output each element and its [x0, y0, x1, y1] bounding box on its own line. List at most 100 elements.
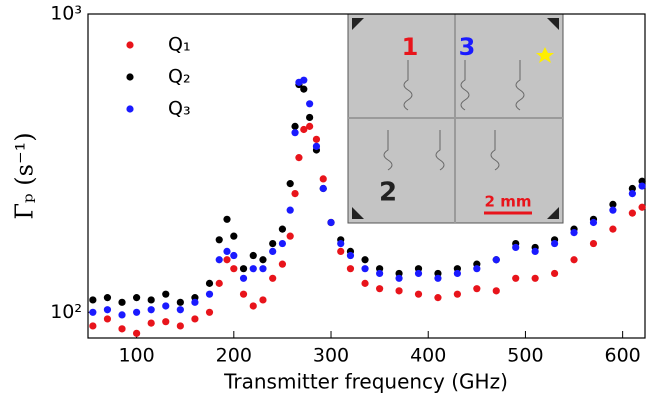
- x-tick-label: 600: [605, 345, 641, 367]
- y-tick-label: 10²: [50, 301, 82, 323]
- legend-label: Q₂: [168, 66, 191, 88]
- point: [300, 125, 308, 134]
- inset-lines: [348, 14, 563, 223]
- point: [473, 265, 481, 273]
- point: [453, 290, 461, 298]
- point: [319, 175, 327, 183]
- point: [492, 287, 500, 295]
- point: [531, 274, 539, 282]
- point: [103, 306, 112, 314]
- point: [249, 251, 257, 260]
- point: [570, 256, 578, 264]
- point: [176, 322, 184, 330]
- point: [376, 269, 384, 278]
- point: [278, 225, 287, 233]
- point: [259, 256, 267, 264]
- point: [259, 265, 267, 273]
- x-tick-label: 500: [507, 345, 543, 367]
- legend-label: Q₃: [168, 98, 191, 120]
- point: [628, 189, 636, 198]
- point: [223, 256, 231, 264]
- point: [306, 122, 314, 130]
- point: [133, 329, 141, 337]
- point: [550, 239, 559, 248]
- point: [89, 322, 97, 330]
- x-tick-label: 100: [118, 345, 154, 367]
- point: [300, 85, 308, 93]
- point: [306, 113, 314, 122]
- point: [300, 76, 308, 84]
- point: [230, 265, 238, 273]
- point: [239, 290, 248, 298]
- point: [589, 218, 598, 227]
- legend-marker: [126, 105, 134, 113]
- point: [176, 298, 184, 306]
- point: [223, 247, 231, 256]
- point: [118, 298, 126, 306]
- point: [291, 189, 299, 198]
- point: [286, 180, 294, 188]
- inset-star: [536, 47, 554, 63]
- point: [312, 135, 321, 143]
- point: [609, 225, 617, 233]
- point: [361, 256, 369, 264]
- point: [291, 122, 299, 130]
- x-axis-label: Transmitter frequency (GHz): [223, 370, 508, 394]
- point: [205, 290, 214, 298]
- legend-marker: [126, 41, 134, 49]
- x-tick-label: 200: [216, 345, 252, 367]
- point: [609, 200, 617, 208]
- point: [89, 308, 97, 316]
- point: [118, 325, 126, 333]
- point: [118, 311, 126, 319]
- point: [215, 236, 223, 244]
- point: [239, 274, 248, 282]
- point: [638, 203, 646, 211]
- point: [361, 265, 369, 273]
- point: [286, 232, 294, 240]
- point: [395, 287, 403, 295]
- point: [133, 294, 141, 302]
- legend-marker: [126, 73, 134, 81]
- x-tick-label: 300: [313, 345, 349, 367]
- point: [89, 296, 97, 304]
- point: [215, 256, 223, 264]
- point: [223, 215, 231, 223]
- point: [295, 154, 303, 162]
- point: [259, 296, 267, 304]
- point: [269, 274, 277, 282]
- point: [319, 184, 327, 193]
- point: [414, 290, 423, 298]
- point: [589, 239, 598, 248]
- point: [176, 306, 184, 314]
- point: [147, 296, 155, 304]
- point: [531, 247, 539, 256]
- point: [230, 251, 238, 260]
- point: [638, 182, 646, 190]
- point: [434, 274, 442, 282]
- point: [291, 129, 299, 137]
- point: [205, 308, 214, 316]
- point: [609, 206, 617, 214]
- point: [376, 285, 384, 293]
- point: [205, 279, 214, 287]
- point: [249, 302, 257, 310]
- plot-frame: [87, 13, 646, 339]
- point: [269, 239, 277, 248]
- legend-label: Q₁: [168, 34, 191, 56]
- point: [278, 239, 287, 248]
- point: [286, 206, 294, 214]
- point: [215, 279, 223, 287]
- point: [162, 290, 170, 298]
- point: [395, 274, 403, 282]
- point: [337, 239, 345, 248]
- point: [147, 319, 155, 327]
- point: [512, 274, 520, 282]
- point: [346, 265, 355, 273]
- point: [337, 247, 345, 256]
- point: [306, 100, 314, 108]
- point: [628, 184, 636, 193]
- point: [361, 279, 369, 287]
- inset-label: 1: [402, 33, 419, 61]
- point: [414, 269, 423, 278]
